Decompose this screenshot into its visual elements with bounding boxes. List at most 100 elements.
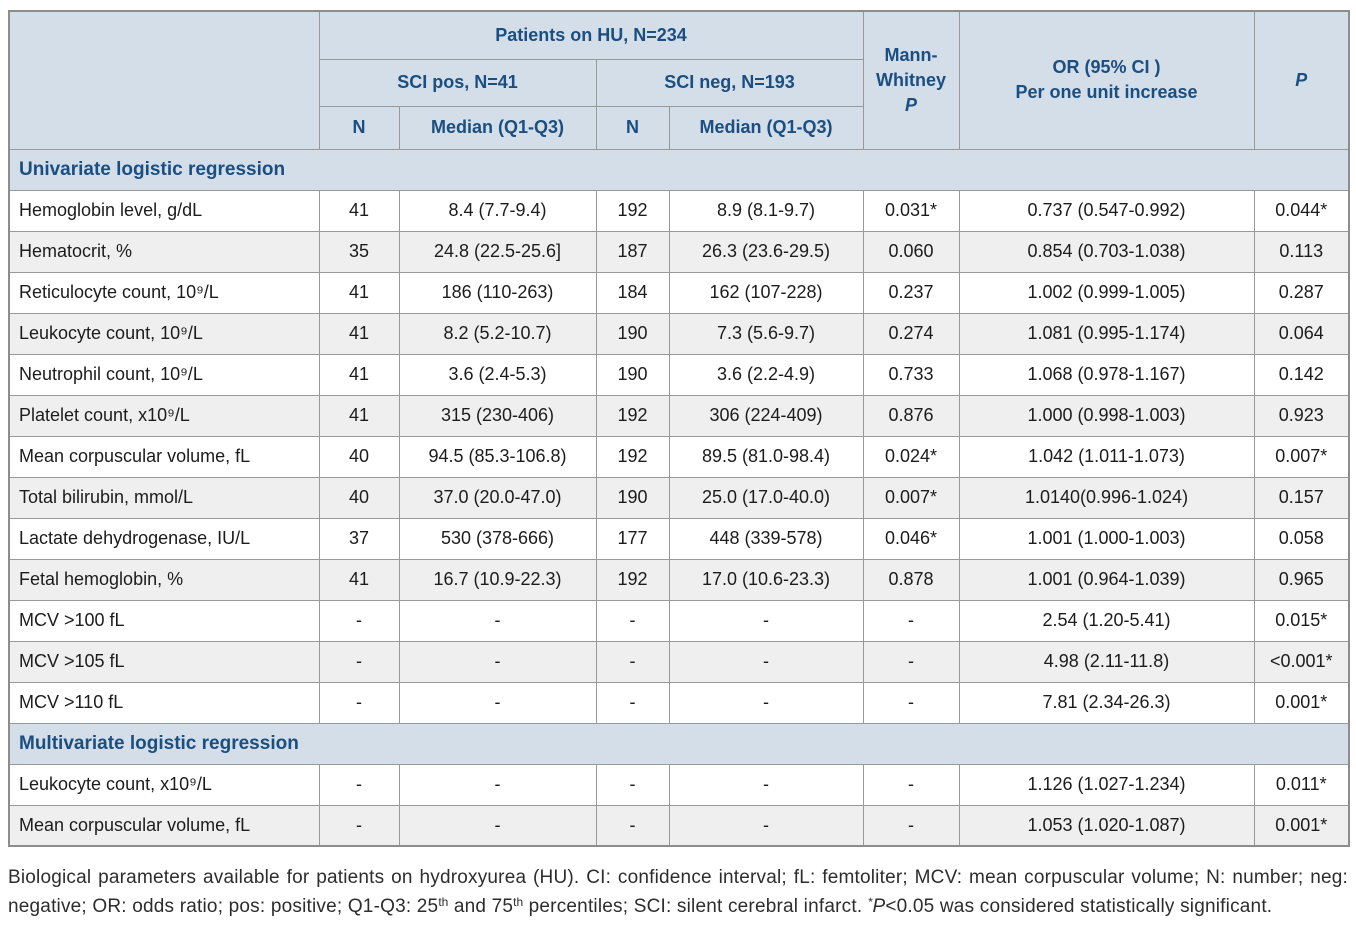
- mann-whitney-p-cell: -: [862, 599, 960, 642]
- or-header: OR (95% CI ) Per one unit increase: [958, 10, 1255, 150]
- mann-whitney-p-cell: 0.274: [862, 312, 960, 355]
- median-pos-cell: -: [398, 681, 597, 724]
- n-neg-cell: -: [595, 681, 670, 724]
- section-title: Multivariate logistic regression: [8, 722, 1350, 765]
- n-neg-col-header: N: [595, 105, 670, 150]
- table-row: MCV >110 fL - - - - - 7.81 (2.34-26.3) 0…: [8, 681, 1350, 724]
- mann-whitney-label: Mann-Whitney: [876, 44, 946, 90]
- or-cell: 1.053 (1.020-1.087): [958, 804, 1255, 847]
- param-label-cell: Lactate dehydrogenase, IU/L: [8, 517, 320, 560]
- median-pos-cell: -: [398, 640, 597, 683]
- mann-whitney-p-cell: -: [862, 763, 960, 806]
- footnote: Biological parameters available for pati…: [8, 865, 1348, 919]
- mann-whitney-p-cell: 0.878: [862, 558, 960, 601]
- param-label-cell: Leukocyte count, x10⁹/L: [8, 763, 320, 806]
- n-pos-cell: -: [318, 804, 400, 847]
- table-row: Platelet count, x10⁹/L 41 315 (230-406) …: [8, 394, 1350, 437]
- n-neg-cell: 190: [595, 312, 670, 355]
- median-pos-cell: 37.0 (20.0-47.0): [398, 476, 597, 519]
- table-row: Reticulocyte count, 10⁹/L 41 186 (110-26…: [8, 271, 1350, 314]
- mann-whitney-p-cell: 0.046*: [862, 517, 960, 560]
- p-value-cell: 0.015*: [1253, 599, 1350, 642]
- p-col-header: P: [1253, 10, 1350, 150]
- section-header-row: Multivariate logistic regression: [8, 722, 1350, 765]
- regression-table: Patients on HU, N=234 Mann-Whitney P OR …: [8, 10, 1350, 847]
- mann-whitney-p-cell: 0.237: [862, 271, 960, 314]
- table-row: MCV >100 fL - - - - - 2.54 (1.20-5.41) 0…: [8, 599, 1350, 642]
- median-pos-cell: 24.8 (22.5-25.6]: [398, 230, 597, 273]
- median-neg-col-header: Median (Q1-Q3): [668, 105, 864, 150]
- median-neg-cell: 8.9 (8.1-9.7): [668, 189, 864, 232]
- mann-whitney-p-cell: -: [862, 640, 960, 683]
- n-pos-cell: -: [318, 763, 400, 806]
- mann-whitney-p-cell: 0.031*: [862, 189, 960, 232]
- table-row: Total bilirubin, mmol/L 40 37.0 (20.0-47…: [8, 476, 1350, 519]
- median-pos-cell: 16.7 (10.9-22.3): [398, 558, 597, 601]
- median-neg-cell: -: [668, 640, 864, 683]
- p-value-cell: 0.007*: [1253, 435, 1350, 478]
- p-value-cell: 0.965: [1253, 558, 1350, 601]
- or-cell: 1.081 (0.995-1.174): [958, 312, 1255, 355]
- median-pos-cell: -: [398, 763, 597, 806]
- n-neg-cell: 192: [595, 189, 670, 232]
- n-neg-cell: 187: [595, 230, 670, 273]
- or-header-line2: Per one unit increase: [1015, 82, 1198, 103]
- p-value-cell: <0.001*: [1253, 640, 1350, 683]
- mann-whitney-p-cell: 0.060: [862, 230, 960, 273]
- n-pos-cell: 41: [318, 312, 400, 355]
- n-pos-cell: 40: [318, 435, 400, 478]
- or-cell: 0.854 (0.703-1.038): [958, 230, 1255, 273]
- empty-corner-cell: [8, 10, 320, 150]
- median-pos-cell: 8.4 (7.7-9.4): [398, 189, 597, 232]
- table-body: Univariate logistic regression Hemoglobi…: [8, 148, 1350, 847]
- param-label-cell: Hemoglobin level, g/dL: [8, 189, 320, 232]
- n-neg-cell: 184: [595, 271, 670, 314]
- or-cell: 1.068 (0.978-1.167): [958, 353, 1255, 396]
- n-pos-cell: 35: [318, 230, 400, 273]
- table-row: Mean corpuscular volume, fL - - - - - 1.…: [8, 804, 1350, 847]
- p-value-cell: 0.011*: [1253, 763, 1350, 806]
- table-row: Leukocyte count, x10⁹/L - - - - - 1.126 …: [8, 763, 1350, 806]
- footnote-text-4: <0.05 was considered statistically signi…: [885, 896, 1273, 917]
- median-pos-cell: -: [398, 599, 597, 642]
- median-neg-cell: -: [668, 804, 864, 847]
- median-neg-cell: -: [668, 599, 864, 642]
- median-neg-cell: 25.0 (17.0-40.0): [668, 476, 864, 519]
- patients-on-hu-header: Patients on HU, N=234: [318, 10, 864, 60]
- footnote-text-2: and 75: [448, 896, 514, 917]
- p-value-cell: 0.157: [1253, 476, 1350, 519]
- n-pos-cell: 41: [318, 189, 400, 232]
- median-pos-cell: 94.5 (85.3-106.8): [398, 435, 597, 478]
- table-row: Neutrophil count, 10⁹/L 41 3.6 (2.4-5.3)…: [8, 353, 1350, 396]
- p-value-cell: 0.044*: [1253, 189, 1350, 232]
- median-neg-cell: 26.3 (23.6-29.5): [668, 230, 864, 273]
- p-value-cell: 0.287: [1253, 271, 1350, 314]
- median-pos-cell: 8.2 (5.2-10.7): [398, 312, 597, 355]
- param-label-cell: Total bilirubin, mmol/L: [8, 476, 320, 519]
- median-pos-cell: 3.6 (2.4-5.3): [398, 353, 597, 396]
- table-row: Leukocyte count, 10⁹/L 41 8.2 (5.2-10.7)…: [8, 312, 1350, 355]
- param-label-cell: Platelet count, x10⁹/L: [8, 394, 320, 437]
- n-pos-cell: 41: [318, 558, 400, 601]
- param-label-cell: Mean corpuscular volume, fL: [8, 435, 320, 478]
- n-pos-cell: 41: [318, 271, 400, 314]
- param-label-cell: Hematocrit, %: [8, 230, 320, 273]
- param-label-cell: Mean corpuscular volume, fL: [8, 804, 320, 847]
- median-neg-cell: 7.3 (5.6-9.7): [668, 312, 864, 355]
- footnote-p-symbol: P: [872, 896, 886, 917]
- median-pos-col-header: Median (Q1-Q3): [398, 105, 597, 150]
- median-neg-cell: 162 (107-228): [668, 271, 864, 314]
- or-cell: 1.000 (0.998-1.003): [958, 394, 1255, 437]
- footnote-sup-th-1: th: [438, 895, 449, 909]
- sci-neg-header: SCI neg, N=193: [595, 58, 864, 107]
- median-neg-cell: -: [668, 763, 864, 806]
- or-cell: 1.002 (0.999-1.005): [958, 271, 1255, 314]
- table-row: Hemoglobin level, g/dL 41 8.4 (7.7-9.4) …: [8, 189, 1350, 232]
- param-label-cell: MCV >105 fL: [8, 640, 320, 683]
- median-pos-cell: 530 (378-666): [398, 517, 597, 560]
- param-label-cell: Leukocyte count, 10⁹/L: [8, 312, 320, 355]
- footnote-significance-star: *: [867, 895, 873, 909]
- mann-whitney-p-cell: -: [862, 681, 960, 724]
- param-label-cell: MCV >110 fL: [8, 681, 320, 724]
